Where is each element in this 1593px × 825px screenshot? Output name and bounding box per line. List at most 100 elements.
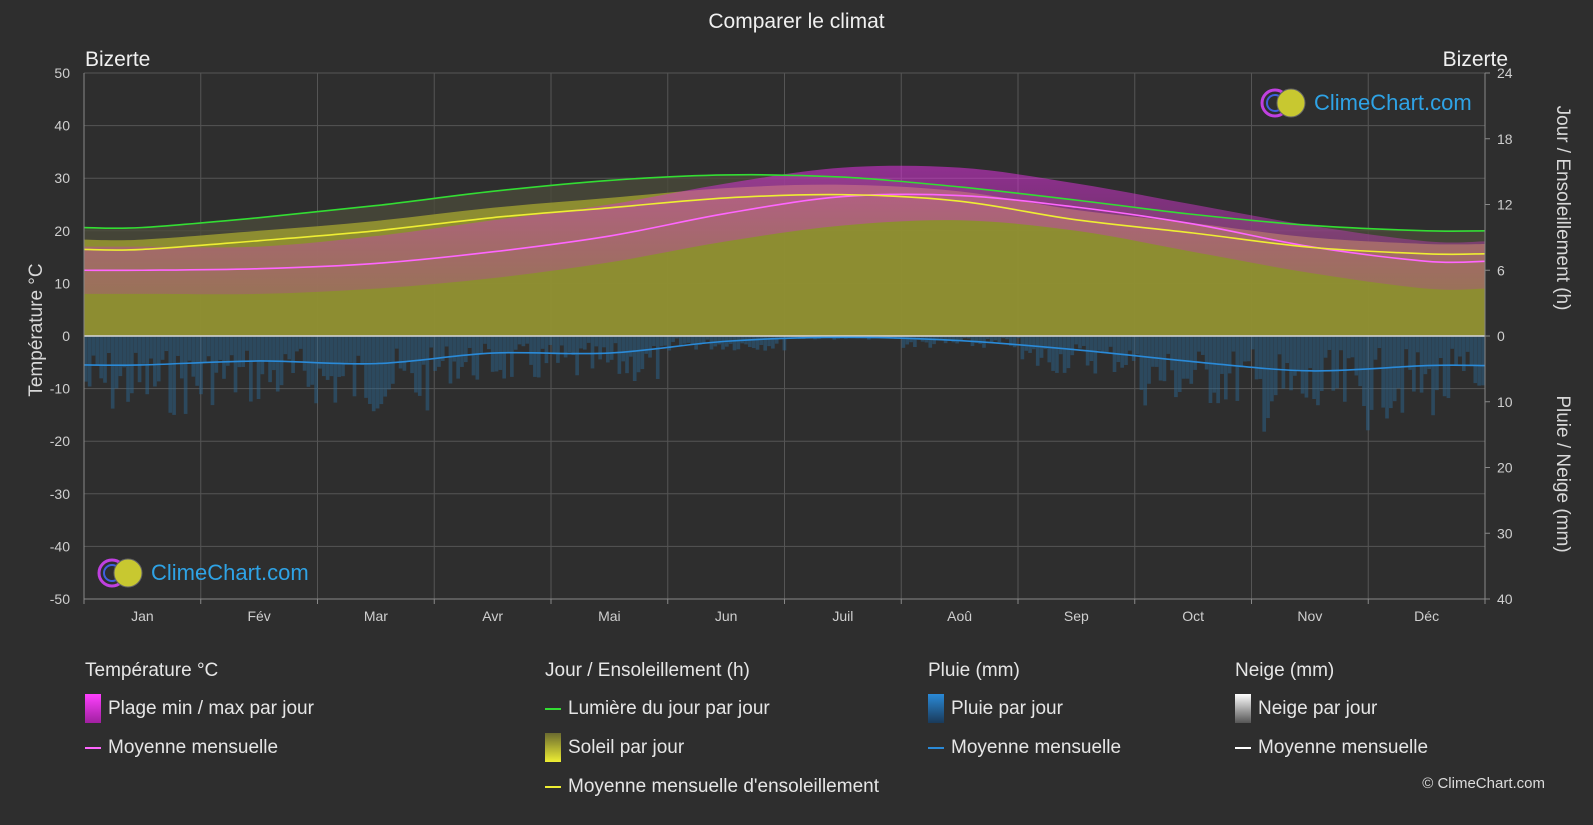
rain-bar [916, 336, 921, 340]
rain-bar [989, 336, 994, 343]
rain-bar [1408, 336, 1412, 370]
rain-bar [1458, 336, 1462, 357]
legend-sun: Jour / Ensoleillement (h) Lumière du jou… [545, 660, 879, 814]
rain-bar [1066, 336, 1071, 369]
rain-bar [206, 336, 211, 357]
rain-bar [149, 336, 153, 359]
rain-bar [1128, 336, 1132, 351]
rain-bar [268, 336, 272, 383]
tick-label-right-bottom: 20 [1497, 460, 1513, 476]
tick-label-left: -10 [50, 381, 70, 397]
rain-bar [540, 336, 545, 349]
rain-bar [375, 336, 380, 409]
chart-title: Comparer le climat [708, 10, 885, 33]
rain-bar [364, 336, 368, 398]
rain-bar [1446, 336, 1451, 399]
rain-bar [936, 336, 940, 339]
rain-bar [249, 336, 253, 402]
month-label: Oct [1182, 608, 1204, 624]
rain-bar [1116, 336, 1121, 363]
rain-bar [978, 336, 982, 344]
rain-bar [103, 336, 107, 383]
tick-label-left: -50 [50, 591, 70, 607]
temperature-range [84, 165, 1485, 337]
month-label: Mai [598, 608, 621, 624]
rain-bar [1028, 336, 1032, 353]
rain-bar [1135, 336, 1140, 355]
brand-logo-top[interactable]: ClimeChart.com [1258, 86, 1472, 120]
rain-bar [1070, 336, 1075, 356]
rain-bar [406, 336, 411, 362]
rain-bar [602, 336, 606, 348]
rain-bar [229, 336, 234, 356]
rain-bar [1081, 336, 1086, 346]
tick-label-right-bottom: 10 [1497, 394, 1513, 410]
rain-bar [613, 336, 618, 344]
brand-logo-bottom[interactable]: ClimeChart.com [95, 556, 309, 590]
legend-sun-head: Jour / Ensoleillement (h) [545, 660, 750, 681]
brand-name: ClimeChart.com [151, 560, 309, 585]
rain-bar [356, 336, 361, 356]
rain-bar [1335, 336, 1339, 389]
rain-bar [394, 336, 399, 349]
rain-bar [1024, 336, 1029, 351]
rain-bar [1339, 336, 1343, 351]
rain-bar [1250, 336, 1255, 350]
rain-bar [1093, 336, 1098, 374]
rain-bar [1124, 336, 1128, 365]
rain-mean-line [83, 336, 1486, 372]
rain-bar [536, 336, 541, 378]
rain-bar [1319, 336, 1324, 392]
rain-bar [544, 336, 549, 364]
rain-bar [559, 336, 564, 346]
rain-bar [732, 336, 737, 351]
rain-bar [172, 336, 176, 415]
rain-bar [99, 336, 103, 379]
rain-bar [659, 336, 664, 347]
rain-bar [594, 336, 599, 347]
rain-bar [1327, 336, 1332, 350]
rain-bar [433, 336, 437, 371]
sun-mean-line [83, 193, 1486, 256]
rain-bar [598, 336, 602, 360]
rain-bar [786, 336, 791, 339]
rain-bar [1151, 336, 1155, 367]
rain-bar [759, 336, 764, 345]
rain-bar [402, 336, 407, 371]
rain-bar [368, 336, 372, 404]
rain-bar [444, 336, 449, 347]
rain-bar [701, 336, 706, 344]
rain-bar [1043, 336, 1048, 350]
rain-bar [245, 336, 249, 351]
rain-bar [721, 336, 725, 350]
rain-bar [302, 336, 307, 371]
legend-temperature: Température °C Plage min / max par jour … [85, 660, 314, 775]
rain-bar [329, 336, 334, 377]
rain-bar [506, 336, 510, 353]
rain-bar [114, 336, 119, 389]
rain-bar [1074, 336, 1078, 345]
rain-bar [176, 336, 180, 356]
rain-bar [214, 336, 219, 373]
rain-bar [1012, 336, 1017, 348]
rain-bar [137, 336, 142, 383]
rain-bar [1438, 336, 1443, 359]
rain-bar [456, 336, 460, 379]
rain-bar [1477, 336, 1481, 386]
rain-bar [1481, 336, 1485, 386]
tick-label-left: 10 [54, 275, 70, 291]
rain-bar [1473, 336, 1478, 384]
rain-bar [153, 336, 157, 387]
rain-bar [525, 336, 530, 344]
rain-bar [440, 336, 445, 361]
month-label: Jan [131, 608, 154, 624]
legend-rain: Pluie (mm) Pluie par jour Moyenne mensue… [928, 660, 1121, 775]
rain-bar [272, 336, 276, 371]
month-label: Sep [1064, 608, 1089, 624]
rain-bar [1089, 336, 1094, 362]
rain-bar [1308, 336, 1313, 368]
rain-bar [1047, 336, 1052, 363]
rain-bar [644, 336, 649, 354]
rain-bar [1131, 336, 1136, 361]
legend-snow: Neige (mm) Neige par jour Moyenne mensue… [1235, 660, 1428, 775]
